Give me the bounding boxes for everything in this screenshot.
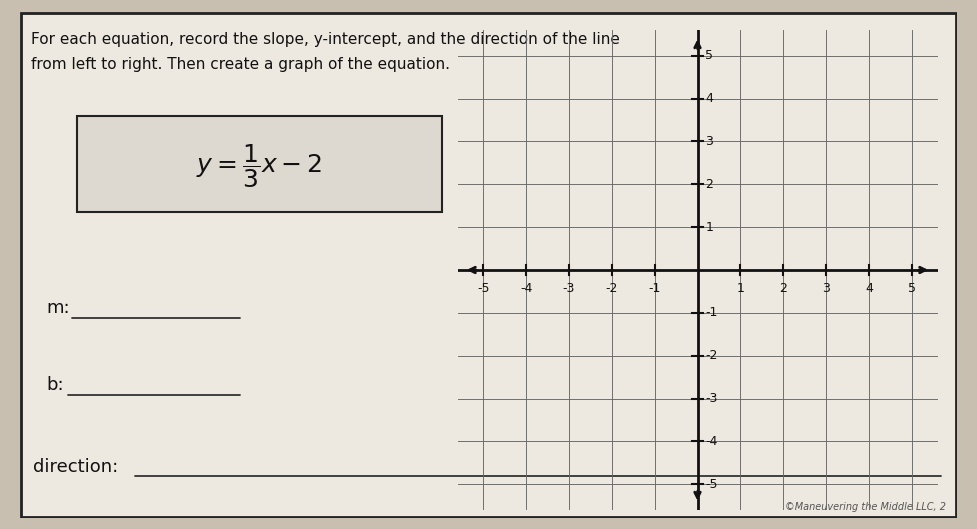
Text: 2: 2 [780, 282, 787, 295]
Text: ©Maneuvering the Middle LLC, 2: ©Maneuvering the Middle LLC, 2 [785, 501, 946, 512]
Text: b:: b: [47, 376, 64, 394]
Text: -5: -5 [477, 282, 489, 295]
Text: $y = \dfrac{1}{3}x - 2$: $y = \dfrac{1}{3}x - 2$ [196, 142, 322, 190]
Text: 4: 4 [705, 92, 713, 105]
Text: -2: -2 [705, 349, 717, 362]
Bar [77, 116, 442, 212]
Text: -3: -3 [705, 392, 717, 405]
Text: from left to right. Then create a graph of the equation.: from left to right. Then create a graph … [31, 57, 450, 71]
Text: -5: -5 [705, 478, 718, 491]
Text: -4: -4 [705, 435, 717, 448]
Text: 5: 5 [705, 49, 713, 62]
Text: 3: 3 [822, 282, 830, 295]
Text: -3: -3 [563, 282, 575, 295]
Text: 1: 1 [737, 282, 744, 295]
Text: direction:: direction: [33, 458, 118, 476]
Text: 3: 3 [705, 135, 713, 148]
Text: -1: -1 [649, 282, 660, 295]
Text: m:: m: [47, 299, 70, 317]
Text: 2: 2 [705, 178, 713, 191]
Text: 4: 4 [865, 282, 872, 295]
Text: For each equation, record the slope, y-intercept, and the direction of the line: For each equation, record the slope, y-i… [31, 32, 620, 47]
Text: -2: -2 [606, 282, 618, 295]
Text: -1: -1 [705, 306, 717, 320]
Text: 1: 1 [705, 221, 713, 234]
Text: 5: 5 [908, 282, 915, 295]
Text: -4: -4 [520, 282, 532, 295]
